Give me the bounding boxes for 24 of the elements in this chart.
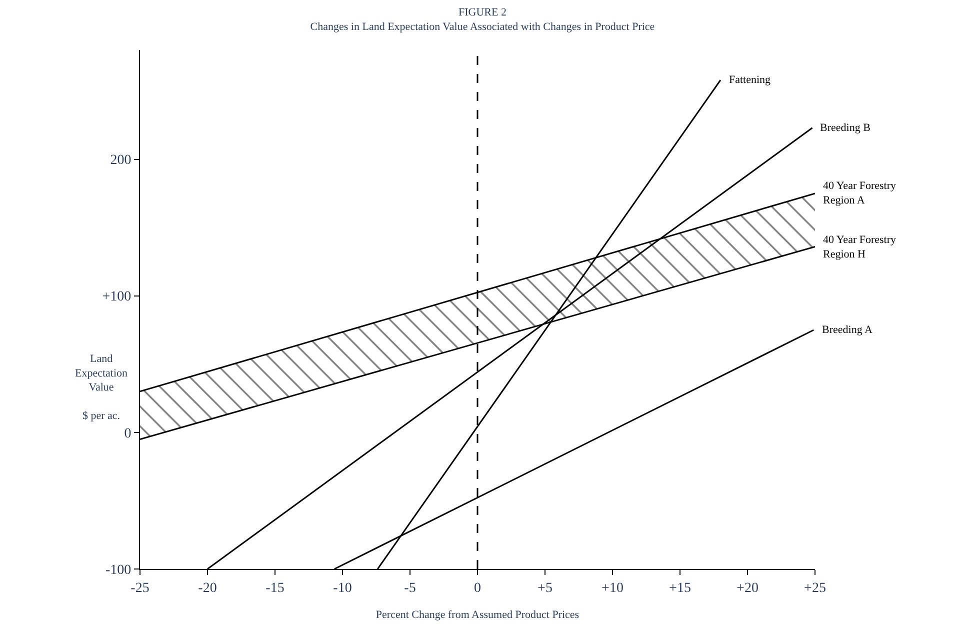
x-tick-label: 0 <box>474 580 481 596</box>
series-label: Breeding A <box>822 324 872 336</box>
series-label: 40 Year Forestry Region H <box>823 234 897 260</box>
x-tick-label: +20 <box>736 580 758 596</box>
x-tick-label: -25 <box>130 580 150 596</box>
x-tick-label: +5 <box>538 580 552 596</box>
x-tick-label: -15 <box>266 580 284 596</box>
y-tick-label: +100 <box>102 290 132 305</box>
x-axis-title: Percent Change from Assumed Product Prices <box>376 609 580 621</box>
x-tick-label: -10 <box>333 580 352 596</box>
series-label: Breeding B <box>820 122 870 134</box>
y-tick-label: 200 <box>110 153 132 168</box>
series-label: 40 Year Forestry Region A <box>823 180 897 206</box>
chart-subtitle: Changes in Land Expectation Value Associated with Changes in Product Price <box>310 21 655 34</box>
chart-title: FIGURE 2 <box>458 6 506 19</box>
x-tick-label: -20 <box>198 580 217 596</box>
x-tick-label: +15 <box>669 580 691 596</box>
y-tick-label: -100 <box>106 562 132 578</box>
y-tick-label: 0 <box>124 426 132 442</box>
x-tick-label: +25 <box>804 580 826 596</box>
text: Land Expectation Value $ per ac. <box>75 353 128 422</box>
x-tick-label: +10 <box>602 580 624 596</box>
series-label: Fattening <box>729 74 772 86</box>
x-tick-label: -5 <box>404 580 416 596</box>
